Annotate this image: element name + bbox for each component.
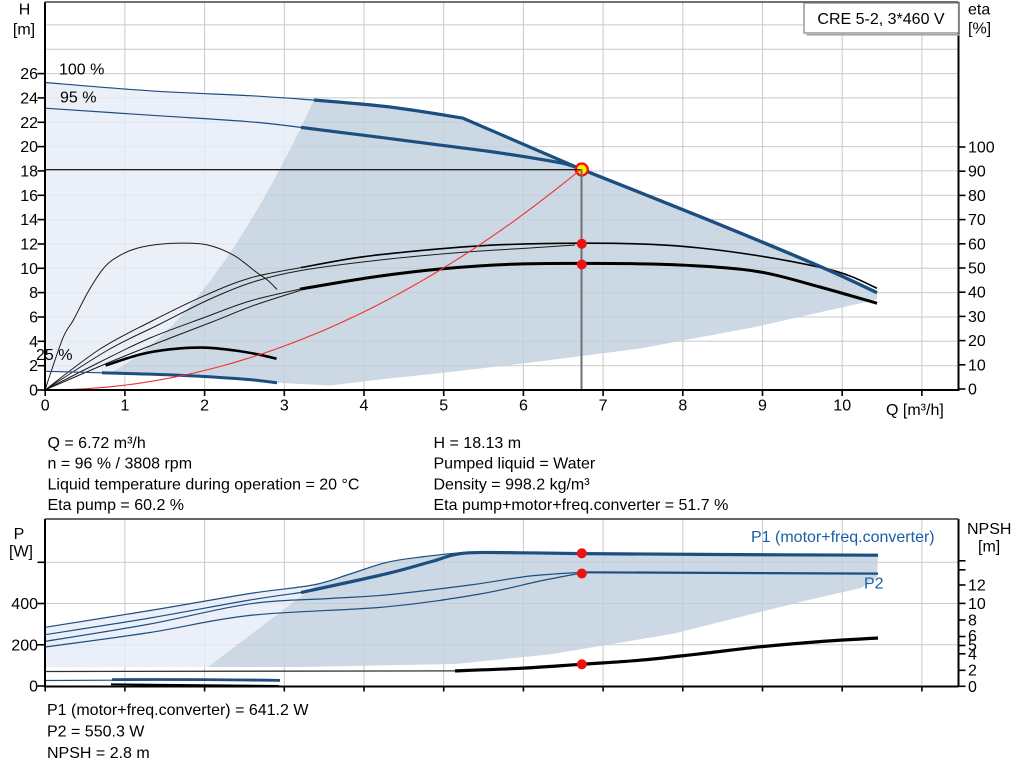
- svg-text:H: H: [19, 2, 31, 19]
- svg-text:50: 50: [968, 261, 986, 278]
- svg-text:0: 0: [41, 398, 50, 415]
- svg-text:200: 200: [11, 637, 38, 654]
- svg-text:10: 10: [968, 596, 986, 613]
- svg-text:P: P: [14, 526, 25, 543]
- svg-text:NPSH: NPSH: [967, 521, 1011, 538]
- svg-text:60: 60: [968, 236, 986, 253]
- svg-text:0: 0: [968, 679, 977, 696]
- svg-text:16: 16: [20, 188, 38, 205]
- svg-text:30: 30: [968, 309, 986, 326]
- svg-text:2: 2: [29, 358, 38, 375]
- svg-text:2: 2: [968, 663, 977, 680]
- svg-text:Eta pump = 60.2 %: Eta pump = 60.2 %: [48, 497, 185, 514]
- svg-text:P2: P2: [864, 576, 884, 593]
- svg-text:20: 20: [968, 333, 986, 350]
- svg-text:9: 9: [758, 398, 767, 415]
- svg-text:8: 8: [29, 285, 38, 302]
- svg-text:24: 24: [20, 90, 38, 107]
- svg-text:5: 5: [968, 638, 977, 655]
- svg-text:4: 4: [968, 646, 977, 663]
- svg-text:2: 2: [200, 398, 209, 415]
- svg-text:[%]: [%]: [968, 21, 991, 38]
- svg-text:Q [m³/h]: Q [m³/h]: [886, 402, 944, 419]
- svg-text:100 %: 100 %: [59, 62, 104, 79]
- svg-text:40: 40: [968, 285, 986, 302]
- svg-text:6: 6: [968, 628, 977, 645]
- svg-text:[W]: [W]: [9, 544, 33, 561]
- svg-text:Q = 6.72 m³/h: Q = 6.72 m³/h: [48, 435, 146, 452]
- svg-text:CRE 5-2, 3*460 V: CRE 5-2, 3*460 V: [817, 11, 945, 28]
- svg-text:P2 = 550.3 W: P2 = 550.3 W: [47, 723, 145, 740]
- svg-text:1: 1: [120, 398, 129, 415]
- svg-text:400: 400: [11, 596, 38, 613]
- svg-text:12: 12: [968, 578, 986, 595]
- svg-text:90: 90: [968, 164, 986, 181]
- svg-text:Pumped liquid = Water: Pumped liquid = Water: [434, 456, 596, 473]
- svg-text:14: 14: [20, 212, 38, 229]
- svg-text:26: 26: [20, 66, 38, 83]
- svg-text:10: 10: [968, 357, 986, 374]
- svg-text:[m]: [m]: [978, 539, 1000, 556]
- svg-text:7: 7: [599, 398, 608, 415]
- svg-text:12: 12: [20, 237, 38, 254]
- svg-text:4: 4: [360, 398, 369, 415]
- svg-text:[m]: [m]: [13, 22, 35, 39]
- svg-text:0: 0: [968, 382, 977, 399]
- svg-text:95 %: 95 %: [60, 90, 96, 107]
- svg-text:eta: eta: [968, 2, 990, 19]
- svg-text:10: 10: [20, 261, 38, 278]
- svg-text:3: 3: [280, 398, 289, 415]
- svg-text:P1 (motor+freq.converter): P1 (motor+freq.converter): [751, 529, 935, 546]
- svg-text:0: 0: [29, 383, 38, 400]
- svg-text:5: 5: [439, 398, 448, 415]
- svg-text:20: 20: [20, 139, 38, 156]
- svg-text:8: 8: [968, 613, 977, 630]
- svg-text:70: 70: [968, 212, 986, 229]
- svg-text:H = 18.13 m: H = 18.13 m: [434, 435, 522, 452]
- svg-text:4: 4: [29, 334, 38, 351]
- svg-text:6: 6: [519, 398, 528, 415]
- svg-text:80: 80: [968, 188, 986, 205]
- svg-text:0: 0: [29, 679, 38, 696]
- svg-text:25 %: 25 %: [36, 347, 72, 364]
- svg-text:P1 (motor+freq.converter) = 64: P1 (motor+freq.converter) = 641.2 W: [47, 702, 309, 719]
- svg-text:8: 8: [678, 398, 687, 415]
- svg-text:10: 10: [833, 398, 851, 415]
- svg-text:18: 18: [20, 163, 38, 180]
- svg-text:Density = 998.2 kg/m³: Density = 998.2 kg/m³: [434, 476, 591, 493]
- svg-text:Eta pump+motor+freq.converter: Eta pump+motor+freq.converter = 51.7 %: [434, 497, 729, 514]
- svg-text:22: 22: [20, 115, 38, 132]
- svg-text:NPSH = 2.8 m: NPSH = 2.8 m: [47, 745, 150, 762]
- svg-text:Liquid temperature during oper: Liquid temperature during operation = 20…: [48, 476, 360, 493]
- svg-text:6: 6: [29, 310, 38, 327]
- svg-text:n = 96 % / 3808 rpm: n = 96 % / 3808 rpm: [48, 456, 193, 473]
- svg-text:100: 100: [968, 140, 995, 157]
